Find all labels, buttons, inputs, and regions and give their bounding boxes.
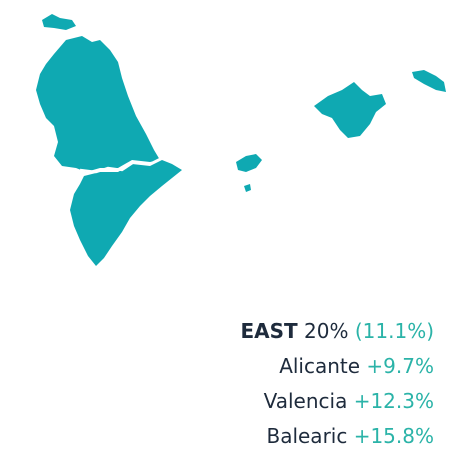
ibiza: [236, 154, 262, 172]
formentera: [244, 184, 251, 192]
province-row: Alicante +9.7%: [241, 349, 434, 384]
region-name: EAST: [240, 319, 298, 343]
region-change: (11.1%): [354, 319, 434, 343]
valencia-region: [36, 36, 160, 172]
province-change: +12.3%: [353, 389, 434, 413]
region-row: EAST 20% (11.1%): [241, 314, 435, 349]
menorca: [412, 70, 446, 92]
province-change: +9.7%: [366, 354, 434, 378]
alicante-region: [70, 160, 182, 266]
province-change: +15.8%: [353, 424, 434, 448]
province-name: Alicante: [279, 354, 361, 378]
map: [36, 14, 446, 266]
islet: [42, 14, 76, 30]
province-row: Valencia +12.3%: [241, 384, 434, 419]
map-shapes: [36, 14, 446, 266]
province-border: [79, 156, 163, 174]
legend: EAST 20% (11.1%) Alicante +9.7% Valencia…: [241, 314, 435, 454]
province-row: Balearic +15.8%: [241, 419, 434, 454]
province-name: Balearic: [266, 424, 348, 448]
mallorca: [314, 82, 386, 138]
province-name: Valencia: [263, 389, 348, 413]
region-share: 20%: [304, 319, 349, 343]
